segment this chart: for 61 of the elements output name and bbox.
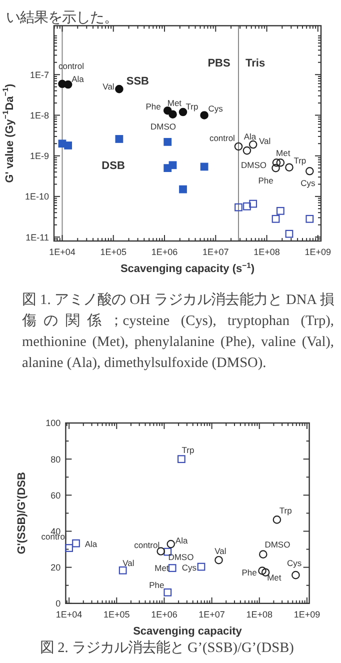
annotation: Met <box>267 572 282 582</box>
annotation: Phe <box>149 580 164 590</box>
x-tick-label: 1E+08 <box>254 247 280 257</box>
x-tick-label: 1E+09 <box>294 609 320 620</box>
annotation: Val <box>214 546 226 556</box>
x-tick-label: 1E+08 <box>246 609 273 620</box>
x-tick-label: 1E+04 <box>56 609 82 620</box>
y-tick-label: 20 <box>50 562 61 573</box>
annotation: Ala <box>84 539 98 550</box>
annotation: Phe <box>146 102 162 112</box>
x-tick-label: 1E+07 <box>198 609 225 620</box>
annotation: Trp <box>182 445 195 456</box>
x-tick-label: 1E+06 <box>151 247 178 257</box>
annotation: Val <box>102 81 114 92</box>
annotation: DSB <box>102 160 125 172</box>
annotation: い結果を示した。 <box>6 9 119 28</box>
annotation: control <box>209 133 236 144</box>
y-tick-label: 1E-9 <box>30 151 49 162</box>
annotation: DMSO <box>168 552 194 562</box>
annotation: Trp <box>186 102 198 112</box>
x-axis-title: Scavenging capacity (s$^{−1}$) <box>120 260 255 275</box>
x-tick-label: 1E+06 <box>151 609 178 620</box>
annotation: Ala <box>72 74 84 84</box>
annotation: Val <box>258 136 271 146</box>
annotation: control <box>134 540 160 550</box>
y-tick-label: 0 <box>56 598 61 609</box>
y-tick-label: 60 <box>50 490 61 500</box>
caption: 図 2. ラジカル消去能と G’(SSB)/G’(DSB) <box>40 639 295 658</box>
annotation: Met <box>276 148 291 158</box>
annotation: Phe <box>242 568 258 578</box>
annotation: Trp <box>279 506 292 516</box>
y-tick-label: 1E-8 <box>30 110 49 120</box>
annotation: DMSO <box>150 121 176 132</box>
x-tick-label: 1E+09 <box>304 247 332 257</box>
annotation: Cys <box>182 562 197 572</box>
annotation: Cys <box>286 558 302 568</box>
annotation: Cys <box>300 178 316 188</box>
annotation: Val <box>122 558 134 568</box>
y-tick-label: 1E-10 <box>24 192 49 202</box>
x-tick-label: 1E+05 <box>100 247 127 257</box>
annotation: Tris <box>246 57 266 70</box>
caption: 図 1. アミノ酸の OH ラジカル消去能力と DNA 損傷の関係；cysteine (Cys), tryptophan (Trp), methionine (Met), phenylalanine (Phe), valine (Val), alanine (Ala), dimethylsulfoxide (DMSO). <box>22 291 334 373</box>
annotation: Ala <box>244 132 256 142</box>
annotation: Trp <box>294 155 306 166</box>
x-axis-title: Scavenging capacity <box>133 625 243 638</box>
x-tick-label: 1E+07 <box>202 247 229 257</box>
annotation: DMSO <box>241 160 267 170</box>
annotation: Met <box>167 98 182 108</box>
annotation: Cys <box>208 104 223 114</box>
y-tick-label: 100 <box>46 418 61 428</box>
y-tick-label: 1E-11 <box>26 232 49 242</box>
y-tick-label: 1E-7 <box>30 70 49 80</box>
annotation: SSB <box>126 76 150 88</box>
y-axis-title: G'(SSB)/G'(DSB <box>16 472 28 554</box>
annotation: PBS <box>208 57 230 70</box>
x-tick-label: 1E+05 <box>104 609 130 620</box>
x-tick-label: 1E+04 <box>49 247 76 257</box>
annotation: DMSO <box>264 540 291 550</box>
annotation: Phe <box>258 175 274 186</box>
annotation: Ala <box>175 536 188 546</box>
y-tick-label: 80 <box>50 454 61 464</box>
